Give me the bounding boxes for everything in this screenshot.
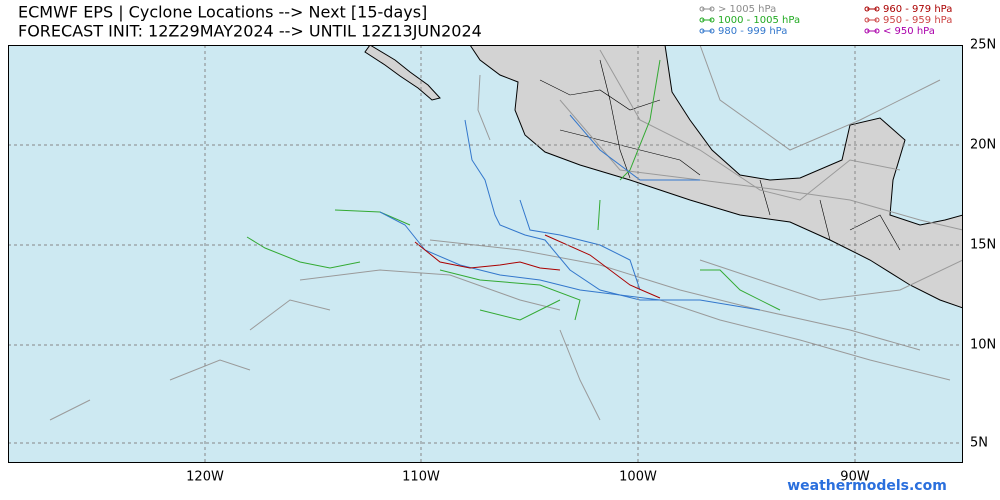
lat-label: 10N [970,338,996,353]
lon-label: 100W [619,470,657,485]
legend-label: 960 - 979 hPa [883,4,952,15]
legend-symbol [874,17,880,23]
weak-tracks [49,45,963,421]
legend-symbol [699,28,705,34]
legend-symbol [864,28,870,34]
legend-symbol [699,17,705,23]
land-mexico-central-america [469,45,963,309]
title: ECMWF EPS | Cyclone Locations --> Next [… [18,3,427,22]
graticule [8,45,963,463]
lon-label: 90W [840,470,870,485]
lat-label: 25N [970,38,996,53]
lon-label: 120W [186,470,224,485]
legend-symbol [709,17,715,23]
legend-symbol [874,28,880,34]
axis-labels: 120W 110W 100W 90W 25N 20N 15N 10N 5N [186,38,996,485]
legend-label: < 950 hPa [883,26,935,37]
map-area [8,45,963,463]
legend-symbol [709,6,715,12]
lat-label: 15N [970,238,996,253]
watermark: weathermodels.com [787,478,947,494]
land-baja [364,45,441,101]
legend-symbol [864,17,870,23]
legend-label: 1000 - 1005 hPa [718,15,800,26]
legend-symbol [864,6,870,12]
ocean [8,45,963,463]
lat-label: 20N [970,138,996,153]
legend-label: 950 - 959 hPa [883,15,952,26]
legend-label: 980 - 999 hPa [718,26,787,37]
lon-label: 110W [402,470,440,485]
state-borders [539,59,901,251]
lat-label: 5N [970,436,988,451]
legend-symbol [709,28,715,34]
legend-symbol [874,6,880,12]
legend-symbol [699,6,705,12]
legend-label: > 1005 hPa [718,4,776,15]
strong-tracks [379,114,761,311]
subtitle: FORECAST INIT: 12Z29MAY2024 --> UNTIL 12… [18,22,482,41]
